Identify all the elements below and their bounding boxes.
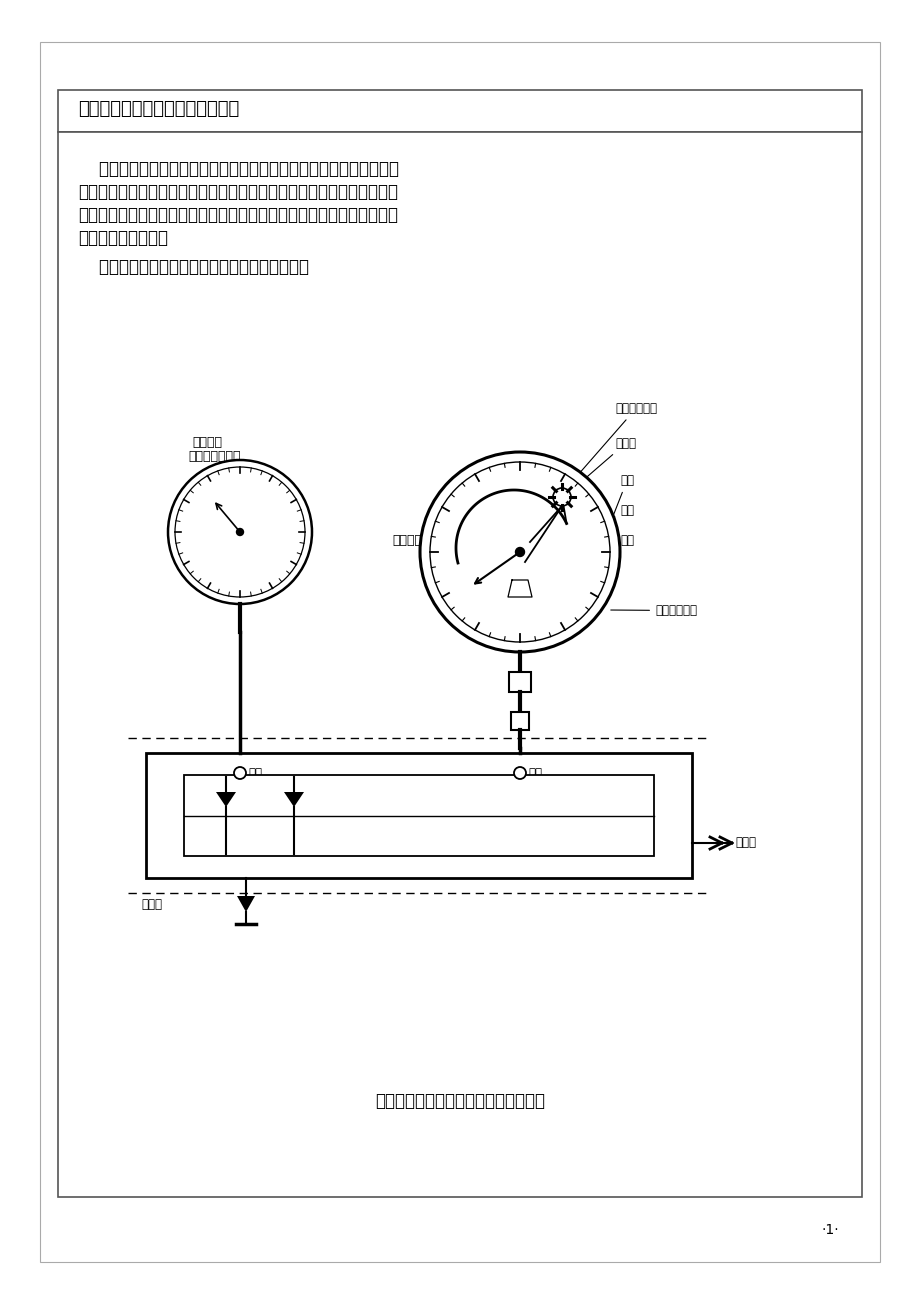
Text: 油杯阀: 油杯阀 — [141, 898, 162, 911]
Circle shape — [514, 767, 526, 779]
Circle shape — [168, 460, 312, 604]
Text: 直接比较就能测得。: 直接比较就能测得。 — [78, 229, 168, 247]
Circle shape — [175, 467, 305, 598]
Text: 表在同一连通管内，静压平衡压力相等，所以被检表的示值误差与标准表: 表在同一连通管内，静压平衡压力相等，所以被检表的示值误差与标准表 — [78, 206, 398, 224]
Circle shape — [552, 488, 571, 506]
Circle shape — [420, 452, 619, 652]
Text: 接头: 接头 — [248, 767, 262, 780]
FancyBboxPatch shape — [58, 132, 861, 1197]
Text: 压力泵: 压力泵 — [734, 836, 755, 849]
Text: ·1·: ·1· — [821, 1223, 838, 1237]
Text: 接头: 接头 — [528, 767, 541, 780]
Circle shape — [233, 767, 245, 779]
Text: 被测仪表: 被测仪表 — [192, 436, 221, 449]
Polygon shape — [284, 792, 303, 807]
Text: 精密压力表工作原理及管路连接示意图: 精密压力表工作原理及管路连接示意图 — [375, 1092, 544, 1111]
Text: 一、计量标准的工作原理及其组成: 一、计量标准的工作原理及其组成 — [78, 100, 239, 118]
Circle shape — [515, 548, 524, 556]
Text: 逐一比对的方法确定被检压力表的各项误差。由于标准压力表和被检压力: 逐一比对的方法确定被检压力表的各项误差。由于标准压力表和被检压力 — [78, 184, 398, 201]
FancyBboxPatch shape — [184, 775, 653, 855]
Text: 掴针: 掴针 — [540, 534, 633, 572]
FancyBboxPatch shape — [40, 42, 879, 1262]
Text: 齿轮转动机构: 齿轮转动机构 — [572, 402, 656, 482]
Polygon shape — [237, 896, 255, 911]
FancyBboxPatch shape — [508, 672, 530, 691]
FancyBboxPatch shape — [510, 712, 528, 730]
Circle shape — [429, 462, 609, 642]
Text: 该计量标准由精密压力表和压力表校验器组成。: 该计量标准由精密压力表和压力表校验器组成。 — [78, 258, 309, 276]
Text: 表盘: 表盘 — [607, 474, 633, 531]
Text: 压力表校验器: 压力表校验器 — [610, 604, 697, 617]
FancyBboxPatch shape — [146, 753, 691, 878]
Text: 二通阀 工: 二通阀 工 — [289, 786, 319, 797]
Text: 该计量标准的工作原理是采用精密压力表与被检压力表在各被检定点: 该计量标准的工作原理是采用精密压力表与被检压力表在各被检定点 — [78, 160, 399, 178]
Text: （一般压力表）: （一般压力表） — [187, 450, 240, 464]
Text: 工二通阀: 工二通阀 — [191, 786, 217, 797]
Text: 弹簧管: 弹簧管 — [560, 437, 635, 500]
Polygon shape — [216, 792, 236, 807]
Text: 精密压力表: 精密压力表 — [391, 534, 429, 547]
Circle shape — [236, 529, 244, 535]
Text: 拉杆: 拉杆 — [550, 504, 633, 548]
FancyBboxPatch shape — [58, 90, 861, 132]
